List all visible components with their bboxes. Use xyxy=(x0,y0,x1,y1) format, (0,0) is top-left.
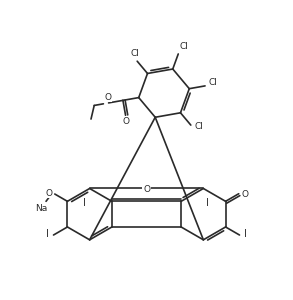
Text: Cl: Cl xyxy=(130,50,139,58)
Text: I: I xyxy=(83,198,86,208)
Text: O: O xyxy=(242,190,249,199)
Text: O: O xyxy=(122,117,129,126)
Text: Na: Na xyxy=(35,204,48,213)
Text: Cl: Cl xyxy=(179,42,188,51)
Text: O: O xyxy=(45,189,52,198)
Text: I: I xyxy=(46,230,49,239)
Text: O: O xyxy=(143,184,150,194)
Text: Cl: Cl xyxy=(195,122,203,131)
Text: I: I xyxy=(206,198,209,208)
Text: I: I xyxy=(244,230,247,239)
Text: Cl: Cl xyxy=(209,78,218,87)
Text: O: O xyxy=(105,93,112,102)
